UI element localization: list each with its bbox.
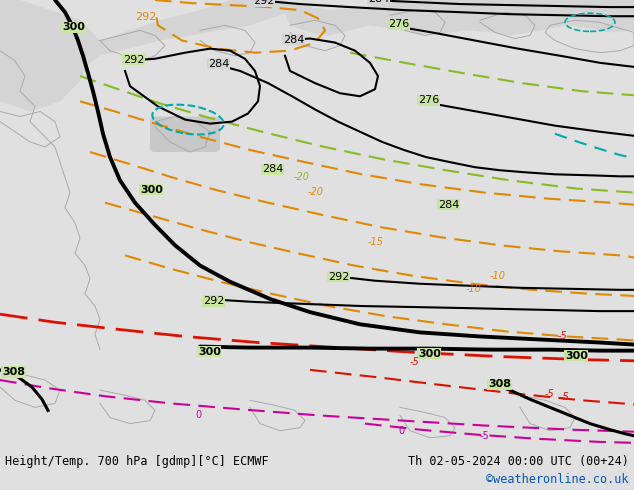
Text: 300: 300 — [62, 23, 85, 32]
Text: 292: 292 — [135, 12, 157, 22]
Text: 284: 284 — [262, 164, 283, 174]
Polygon shape — [280, 0, 634, 35]
Text: 308: 308 — [2, 367, 25, 377]
Text: Height/Temp. 700 hPa [gdmp][°C] ECMWF: Height/Temp. 700 hPa [gdmp][°C] ECMWF — [5, 455, 269, 468]
Text: 0: 0 — [195, 410, 201, 419]
FancyBboxPatch shape — [150, 117, 220, 152]
Text: 276: 276 — [418, 96, 439, 105]
Text: 0: 0 — [398, 426, 404, 436]
Text: 284: 284 — [208, 59, 230, 69]
Text: -10: -10 — [466, 284, 482, 294]
Polygon shape — [0, 0, 100, 112]
Text: 292: 292 — [203, 296, 224, 306]
Text: 292: 292 — [328, 271, 349, 282]
Text: 292: 292 — [123, 55, 145, 65]
Polygon shape — [0, 0, 300, 96]
Text: 300: 300 — [565, 351, 588, 361]
Text: ©weatheronline.co.uk: ©weatheronline.co.uk — [486, 473, 629, 487]
Text: -15: -15 — [368, 237, 384, 247]
Text: -5: -5 — [545, 389, 555, 399]
Text: -5: -5 — [480, 431, 489, 441]
Text: -5: -5 — [558, 332, 568, 342]
Text: -5: -5 — [560, 392, 570, 402]
Text: -5: -5 — [410, 357, 420, 367]
Text: -10: -10 — [490, 270, 506, 281]
Text: -20: -20 — [294, 172, 310, 182]
Text: 300: 300 — [140, 185, 163, 195]
Text: 300: 300 — [198, 347, 221, 357]
Text: 308: 308 — [488, 379, 511, 389]
Text: -20: -20 — [308, 187, 324, 196]
Text: 292: 292 — [253, 0, 275, 6]
Text: Th 02-05-2024 00:00 UTC (00+24): Th 02-05-2024 00:00 UTC (00+24) — [408, 455, 629, 468]
Text: 284: 284 — [368, 0, 389, 4]
Text: 300: 300 — [418, 349, 441, 359]
Text: 284: 284 — [283, 35, 304, 45]
Text: 276: 276 — [388, 20, 410, 29]
Text: 284: 284 — [438, 200, 460, 210]
